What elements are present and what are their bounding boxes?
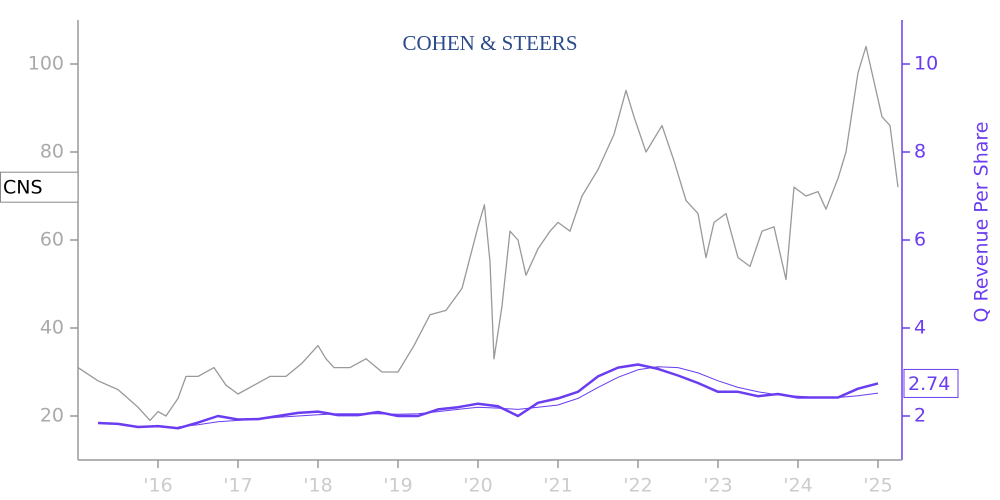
series-line <box>97 363 879 430</box>
y-tick-label: 80 <box>40 141 64 163</box>
x-tick-label: '18 <box>303 475 332 497</box>
y2-tick-label: 8 <box>914 141 926 163</box>
y2-axis-label: Q Revenue Per Share <box>971 122 993 323</box>
series-line <box>77 45 899 422</box>
x-tick-label: '23 <box>703 475 732 497</box>
x-tick-label: '19 <box>383 475 412 497</box>
y2-tick-label: 6 <box>914 229 926 251</box>
x-tick-label: '17 <box>223 475 252 497</box>
last-value-box <box>903 368 959 398</box>
series-line <box>177 366 879 428</box>
x-tick-label: '20 <box>463 475 492 497</box>
ticker-box <box>0 171 79 203</box>
ticker-label: CNS <box>3 177 43 199</box>
y-tick-label: 60 <box>40 229 64 251</box>
y2-tick-label: 4 <box>914 317 926 339</box>
x-tick-label: '21 <box>543 475 572 497</box>
y-tick-label: 40 <box>40 317 64 339</box>
x-tick-label: '24 <box>783 475 812 497</box>
logo: COHEN & STEERS <box>402 31 577 55</box>
y-tick-label: 20 <box>40 405 64 427</box>
y2-tick-label: 10 <box>914 53 938 75</box>
x-tick-label: '25 <box>863 475 892 497</box>
y2-tick-label: 2 <box>914 405 926 427</box>
y-tick-label: 100 <box>28 53 64 75</box>
last-value-label: 2.74 <box>908 373 950 395</box>
x-tick-label: '22 <box>623 475 652 497</box>
x-tick-label: '16 <box>143 475 172 497</box>
